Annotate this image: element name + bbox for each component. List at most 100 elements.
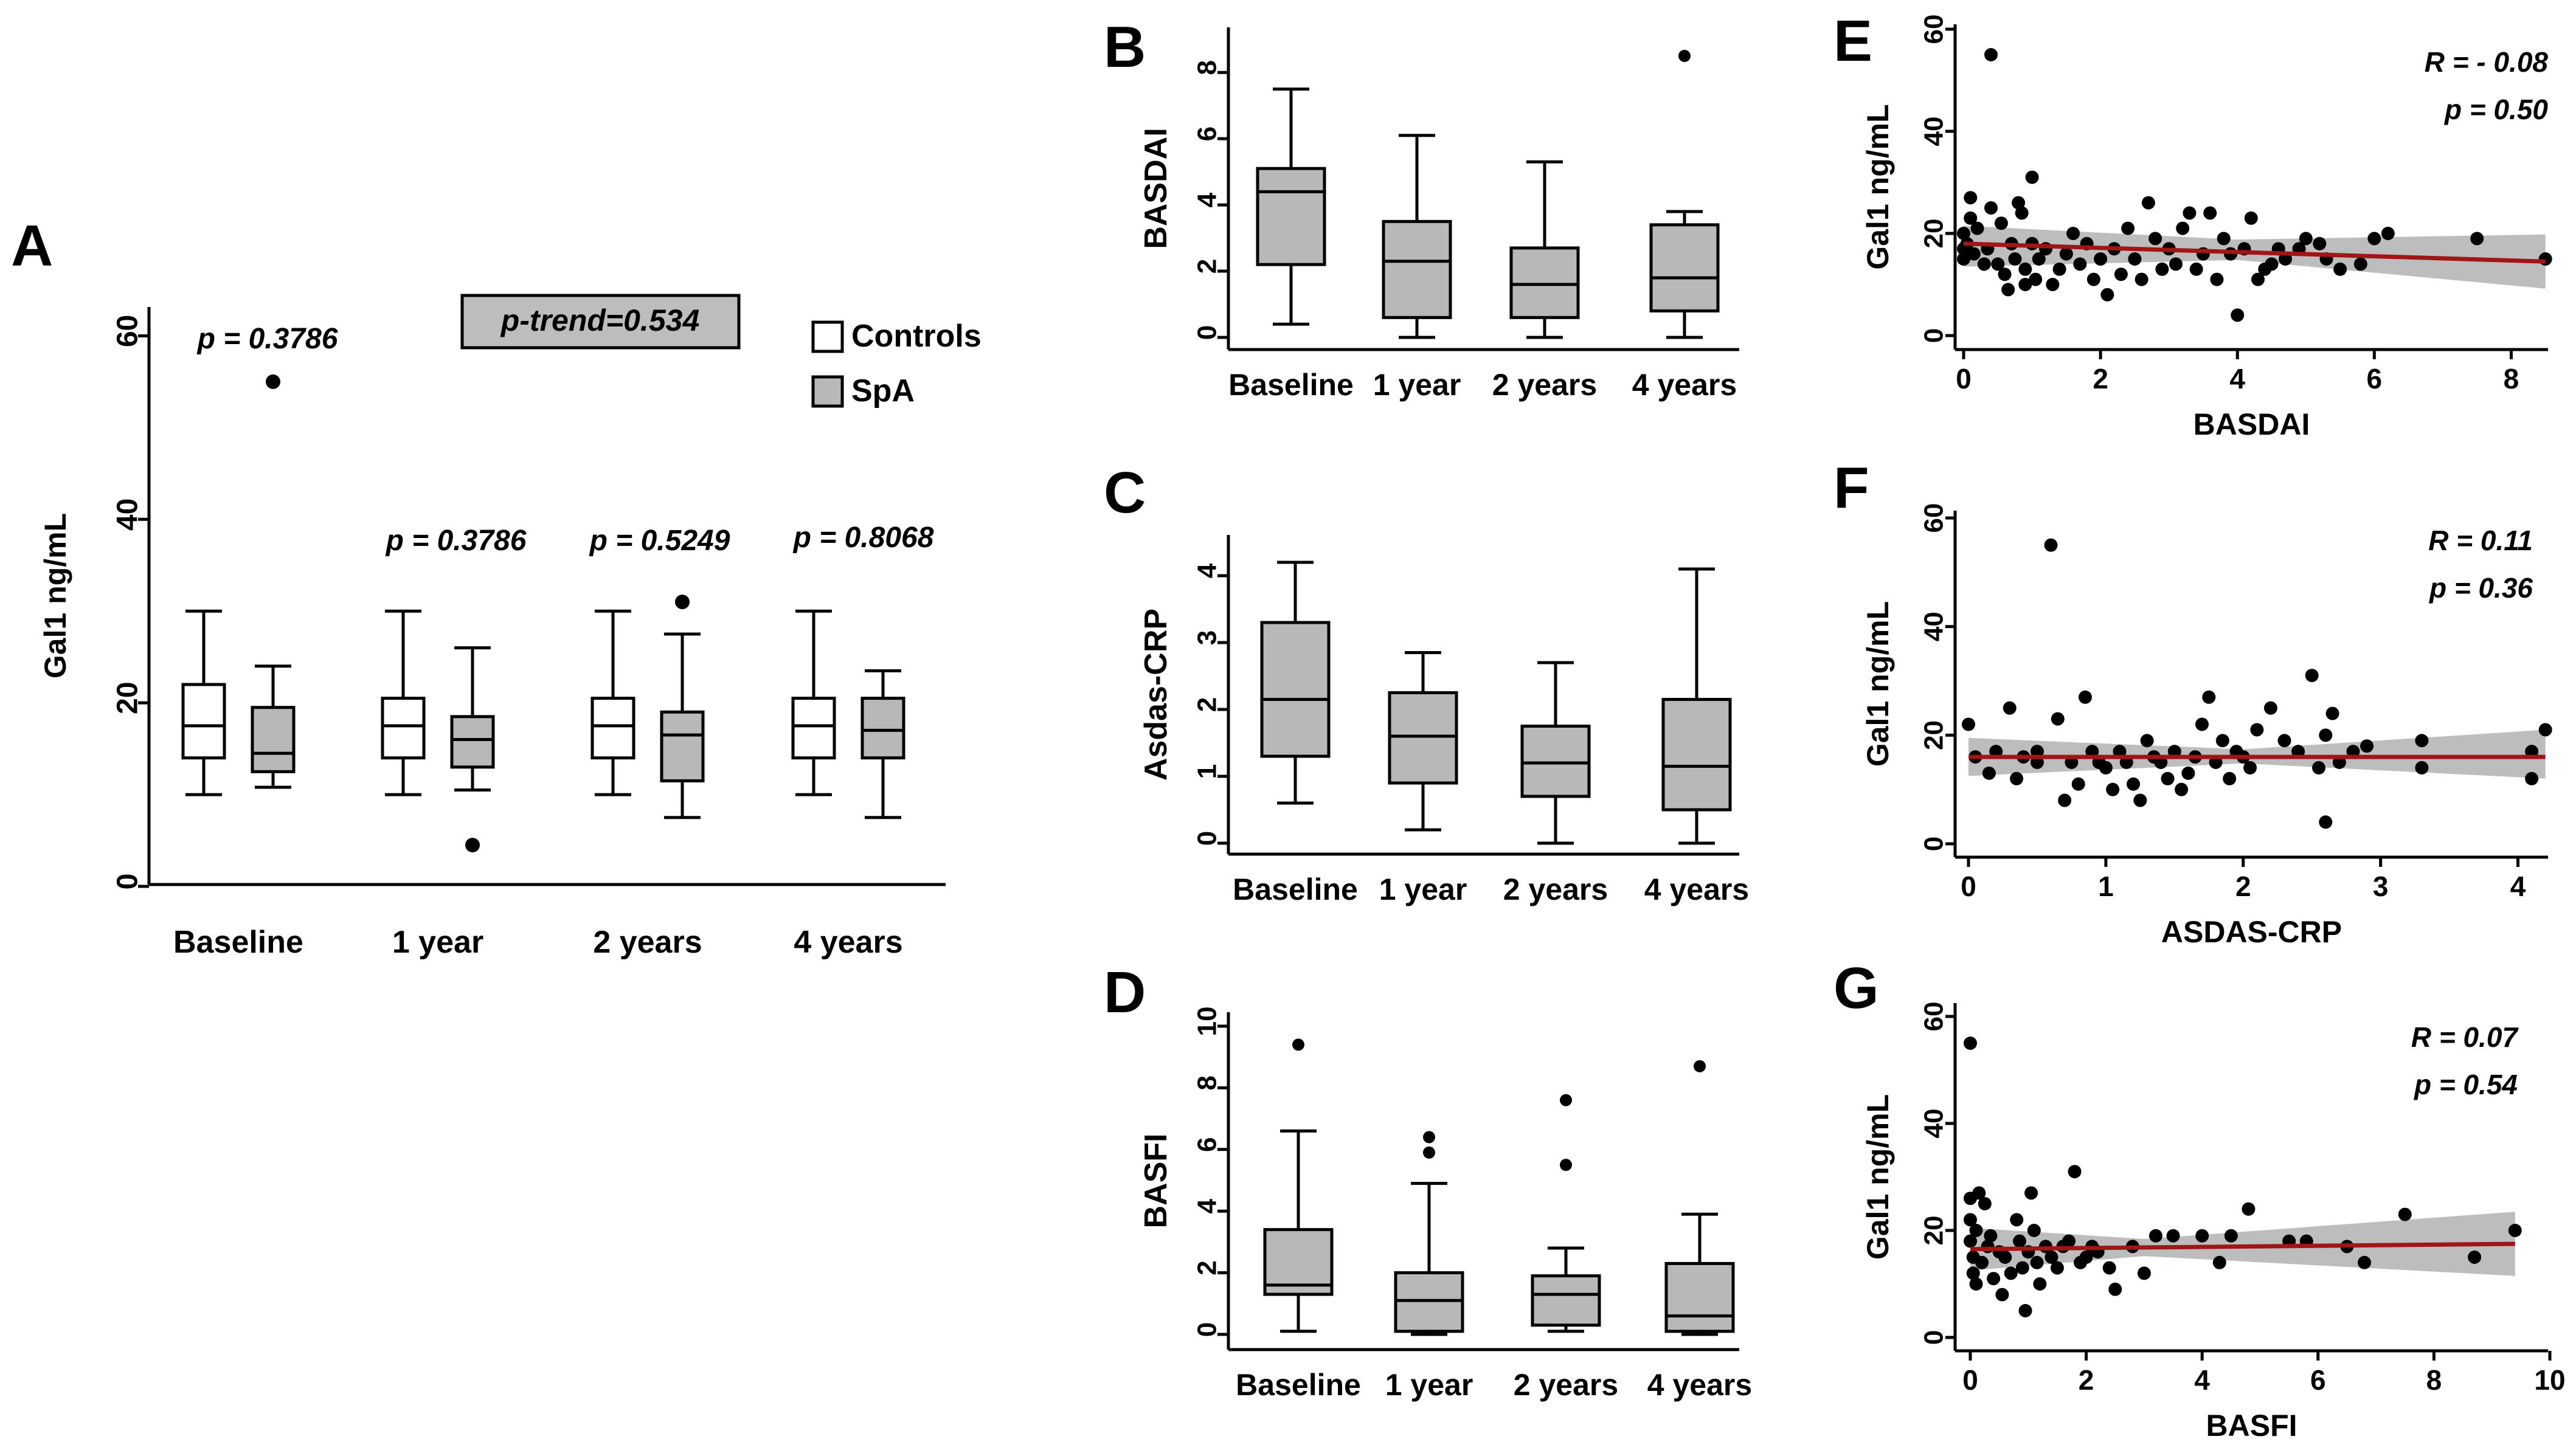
- x-axis-label: BASFI: [2206, 1409, 2297, 1442]
- x-tick-label-4-years: 4 years: [1632, 368, 1737, 402]
- scatter-point: [2108, 1282, 2122, 1296]
- scatter-point: [2251, 272, 2265, 286]
- scatter-point: [2217, 232, 2231, 246]
- x-tick-label: 3: [2373, 871, 2389, 902]
- y-tick-label: 6: [1193, 1137, 1222, 1152]
- scatter-point: [1998, 1251, 2012, 1264]
- box-values-2-years-iqr-box: [1509, 246, 1580, 319]
- scatter-point: [2059, 247, 2073, 261]
- scatter-point: [2224, 1229, 2238, 1243]
- scatter-point: [2312, 761, 2325, 774]
- scatter-point: [2175, 782, 2189, 796]
- x-tick-label: 10: [2534, 1364, 2565, 1396]
- scatter-point: [2195, 1229, 2209, 1243]
- x-tick-label-2-years: 2 years: [593, 925, 702, 960]
- scatter-point: [1972, 1186, 1986, 1200]
- scatter-point: [1984, 201, 1998, 215]
- scatter-point: [2099, 761, 2113, 774]
- y-axis-label: Asdas-CRP: [1138, 609, 1174, 781]
- correlation-p: p = 0.50: [2443, 94, 2548, 125]
- scatter-point: [2367, 232, 2381, 246]
- scatter-point: [1995, 1288, 2009, 1302]
- x-tick-label: 6: [2310, 1364, 2326, 1396]
- scatter-point: [2029, 272, 2043, 286]
- box-controls-4-years-iqr-box: [791, 697, 836, 760]
- scatter-point: [2265, 257, 2279, 271]
- x-tick-label: 0: [1956, 363, 1972, 395]
- scatter-point: [2102, 1261, 2116, 1275]
- panel-letter-g: G: [1833, 956, 1879, 1021]
- scatter-point: [2015, 206, 2029, 220]
- panel-a-chart: 0 20 40 60 Gal1 ng/mL Baseline 1 year 2 years 4 …: [38, 294, 982, 960]
- y-tick-label: 40: [1919, 117, 1949, 147]
- scatter-point: [2325, 706, 2339, 720]
- scatter-point: [1964, 191, 1978, 205]
- scatter-point: [1964, 1037, 1977, 1050]
- scatter-point: [2468, 1251, 2482, 1264]
- box-values-4-years-iqr-box: [1664, 1261, 1735, 1333]
- scatter-point: [2538, 723, 2552, 737]
- legend-label-controls: Controls: [851, 319, 982, 354]
- p-value-1-year: p = 0.3786: [385, 525, 527, 557]
- box-controls-baseline-iqr-box: [181, 683, 226, 760]
- scatter-point: [1969, 1277, 1983, 1291]
- box-values-2-years-outlier: [1560, 1094, 1572, 1106]
- scatter-point: [2010, 1213, 2024, 1227]
- scatter-point: [2169, 257, 2183, 271]
- scatter-point: [1962, 717, 1975, 731]
- y-tick-label: 0: [1919, 837, 1949, 851]
- y-tick-label: 0: [1193, 831, 1222, 846]
- box-spa-2-years-outlier: [675, 595, 690, 610]
- x-tick-label-baseline: Baseline: [1233, 872, 1358, 906]
- y-tick-label: 2: [1193, 1260, 1222, 1275]
- box-values-1-year-iqr-box: [1388, 691, 1458, 785]
- scatter-point: [2008, 252, 2022, 266]
- scatter-point: [2106, 782, 2120, 796]
- panel-letter-f: F: [1833, 455, 1869, 520]
- scatter-point: [2003, 701, 2017, 715]
- y-axis-label: Gal1 ng/mL: [1861, 104, 1895, 269]
- scatter-point: [2071, 777, 2085, 791]
- correlation-p: p = 0.36: [2428, 572, 2533, 604]
- scatter-point: [2415, 761, 2429, 774]
- scatter-point: [2046, 278, 2060, 291]
- scatter-point: [1970, 221, 1984, 235]
- box-values-2-years-iqr-box: [1520, 725, 1591, 798]
- p-value-2-years: p = 0.5249: [589, 525, 730, 557]
- scatter-point: [2018, 1304, 2032, 1317]
- scatter-point: [2025, 170, 2039, 184]
- scatter-point: [2044, 538, 2058, 552]
- x-tick-label-baseline: Baseline: [1236, 1368, 1361, 1402]
- y-tick-label: 1: [1193, 764, 1222, 779]
- scatter-point: [1991, 257, 2005, 271]
- box-spa-1-year-iqr-box: [450, 715, 495, 769]
- y-axis-label: Gal1 ng/mL: [38, 513, 72, 678]
- panel-e-chart: 0 20 40 60 0 2 4 6 8 Gal1 ng/mL BASDAI R = - 0.08 p …: [1861, 15, 2552, 441]
- x-tick-label: 8: [2504, 363, 2519, 395]
- scatter-point: [1967, 247, 1981, 261]
- y-tick-label: 60: [112, 315, 144, 347]
- x-tick-label: 0: [1961, 871, 1976, 902]
- confidence-band: [1964, 226, 2546, 289]
- y-axis-label: Gal1 ng/mL: [1861, 1094, 1895, 1260]
- scatter-point: [2015, 1261, 2029, 1275]
- scatter-point: [2024, 1186, 2038, 1200]
- confidence-band: [1970, 1212, 2515, 1276]
- scatter-point: [2223, 771, 2237, 785]
- scatter-point: [2353, 257, 2367, 271]
- y-tick-label: 60: [1919, 1002, 1949, 1032]
- x-tick-label-4-years: 4 years: [1644, 872, 1749, 906]
- scatter-point: [2032, 252, 2046, 266]
- panel-letter-a: A: [11, 213, 53, 278]
- x-tick-label: 4: [2229, 363, 2245, 395]
- scatter-point: [2058, 793, 2072, 807]
- p-trend-label: p-trend=0.534: [500, 303, 700, 337]
- x-tick-label: 8: [2426, 1364, 2442, 1396]
- box-values-baseline-iqr-box: [1256, 167, 1326, 266]
- y-tick-label: 0: [1193, 1322, 1222, 1337]
- scatter-point: [2027, 1224, 2041, 1237]
- scatter-point: [2244, 211, 2258, 225]
- box-controls-2-years-iqr-box: [590, 697, 635, 760]
- box-values-4-years-outlier: [1678, 50, 1691, 62]
